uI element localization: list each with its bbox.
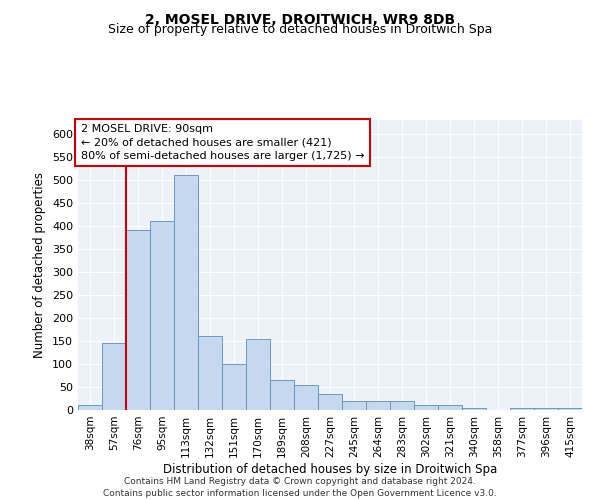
Bar — [414, 406, 438, 410]
Bar — [222, 364, 246, 410]
Bar — [390, 401, 414, 410]
Bar — [558, 408, 582, 410]
Bar — [246, 338, 270, 410]
Bar — [198, 336, 222, 410]
Bar — [150, 222, 174, 410]
Bar — [366, 401, 390, 410]
X-axis label: Distribution of detached houses by size in Droitwich Spa: Distribution of detached houses by size … — [163, 462, 497, 475]
Bar — [438, 406, 462, 410]
Bar — [174, 175, 198, 410]
Bar — [78, 406, 102, 410]
Bar — [534, 408, 558, 410]
Bar — [342, 401, 366, 410]
Text: Contains HM Land Registry data © Crown copyright and database right 2024.
Contai: Contains HM Land Registry data © Crown c… — [103, 476, 497, 498]
Bar — [102, 344, 126, 410]
Bar — [126, 230, 150, 410]
Text: 2 MOSEL DRIVE: 90sqm
← 20% of detached houses are smaller (421)
80% of semi-deta: 2 MOSEL DRIVE: 90sqm ← 20% of detached h… — [80, 124, 364, 161]
Bar — [318, 394, 342, 410]
Text: Size of property relative to detached houses in Droitwich Spa: Size of property relative to detached ho… — [108, 24, 492, 36]
Bar — [270, 380, 294, 410]
Y-axis label: Number of detached properties: Number of detached properties — [34, 172, 46, 358]
Bar — [294, 384, 318, 410]
Bar — [510, 408, 534, 410]
Bar — [462, 408, 486, 410]
Text: 2, MOSEL DRIVE, DROITWICH, WR9 8DB: 2, MOSEL DRIVE, DROITWICH, WR9 8DB — [145, 12, 455, 26]
